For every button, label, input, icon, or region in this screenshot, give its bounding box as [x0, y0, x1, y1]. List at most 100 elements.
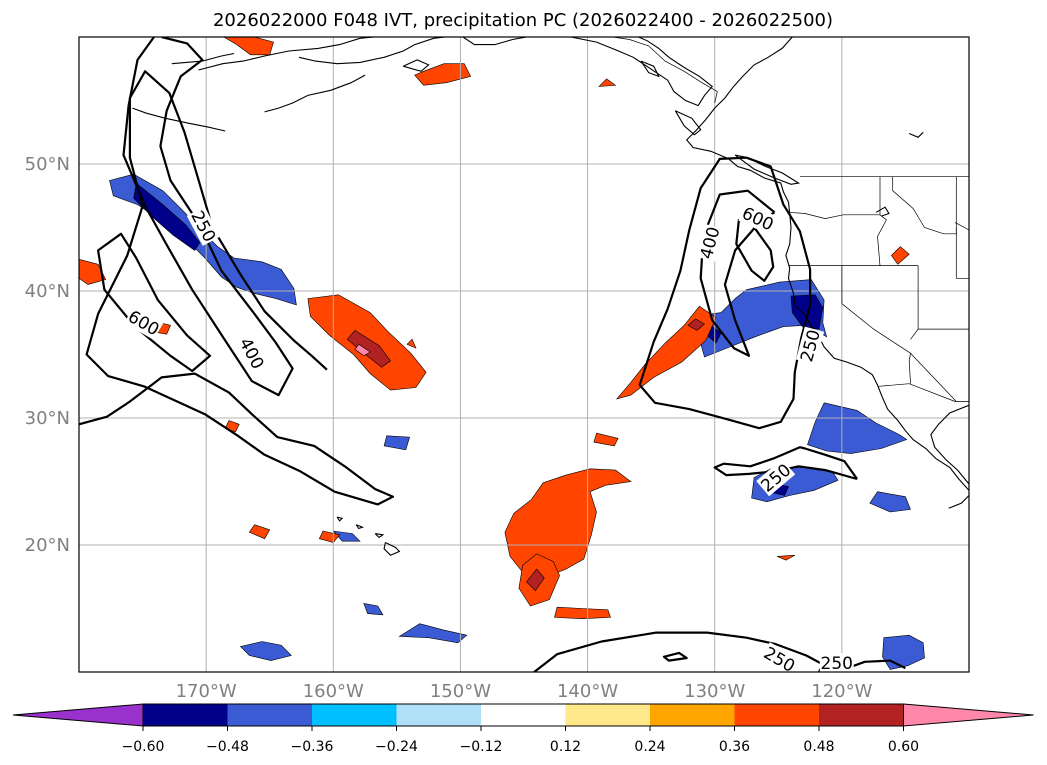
colorbar-bin-6	[565, 704, 650, 726]
coastline-1	[930, 404, 969, 485]
lon-tick-label-0: 170°W	[176, 681, 237, 702]
colorbar-tick-label-3: −0.24	[375, 739, 418, 755]
precip-region-12	[383, 435, 410, 451]
latitude-ticks: 20°N 30°N 40°N 50°N	[25, 154, 70, 556]
border-13	[910, 352, 957, 402]
colorbar-tick-label-5: 0.12	[550, 739, 581, 755]
ivt-contour-250-3	[638, 156, 812, 430]
contour-label-8: 250	[821, 654, 853, 674]
coastline-9	[298, 37, 446, 65]
lat-tick-label-3: 50°N	[25, 154, 70, 175]
precip-region-16	[346, 330, 391, 368]
coastline-6	[336, 516, 344, 522]
lon-tick-label-4: 130°W	[684, 681, 745, 702]
ivt-contour-400-4	[699, 189, 776, 357]
coastline-2	[948, 495, 969, 509]
coastline-11	[462, 37, 527, 46]
borders	[574, 37, 969, 402]
colorbar-bin-1	[143, 704, 228, 726]
contour-label-bg-2	[124, 305, 164, 340]
gridlines	[79, 37, 969, 672]
coastline-3	[383, 542, 401, 556]
colorbar-tick-label-8: 0.48	[803, 739, 834, 755]
coastline-17	[908, 131, 924, 138]
colorbar-extend-low	[12, 703, 144, 727]
border-10	[955, 227, 969, 279]
coastline-13	[640, 60, 660, 78]
ivt-contour-250-8	[662, 651, 688, 662]
precip-region-23	[554, 606, 611, 620]
precip-region-25	[223, 37, 274, 56]
precip-region-8	[869, 491, 911, 513]
precip-region-31	[593, 432, 619, 447]
border-7	[877, 176, 887, 266]
coastline-0	[685, 37, 969, 491]
coastline-7	[198, 37, 375, 71]
colorbar: −0.60 −0.48 −0.36 −0.24 −0.12 0.12 0.24 0.36 0.4…	[12, 703, 1034, 755]
colorbar-tick-label-6: 0.24	[634, 739, 665, 755]
border-11	[954, 222, 969, 231]
precip-region-34	[776, 554, 795, 561]
colorbar-extend-high	[903, 703, 1034, 727]
coastlines	[132, 37, 969, 556]
contour-label-bg-3	[695, 223, 724, 262]
colorbar-bin-9	[819, 704, 904, 726]
coastline-12	[570, 37, 713, 107]
contour-label-bg-7	[759, 642, 800, 672]
colorbar-tick-label-1: −0.48	[206, 739, 249, 755]
precip-region-22	[526, 568, 545, 592]
contour-label-bg-1	[235, 333, 269, 373]
coastline-8	[171, 52, 235, 65]
lat-tick-label-1: 30°N	[25, 408, 70, 429]
chart-title: 2026022000 F048 IVT, precipitation PC (2…	[213, 10, 833, 31]
ivt-contour-250-7	[533, 631, 824, 672]
precip-region-5	[807, 402, 908, 454]
colorbar-bin-5	[481, 704, 566, 726]
coastline-14	[674, 110, 702, 136]
lon-tick-label-2: 150°W	[430, 681, 491, 702]
colorbar-tick-label-9: 0.60	[888, 739, 919, 755]
precip-region-24	[414, 63, 472, 86]
precip-region-35	[406, 338, 417, 349]
precip-region-11	[239, 641, 292, 661]
precip-region-17	[354, 343, 371, 357]
precip-region-32	[598, 78, 617, 87]
ivt-contour-400-2	[122, 37, 294, 397]
precip-region-33	[891, 246, 910, 265]
contour-label-bg-6	[756, 459, 796, 497]
border-5	[841, 265, 911, 384]
lat-tick-label-2: 40°N	[25, 281, 70, 302]
colorbar-bin-2	[227, 704, 312, 726]
precip-region-3	[790, 294, 824, 330]
border-2	[612, 37, 718, 104]
coastline-5	[355, 524, 365, 530]
precip-region-1	[133, 182, 201, 251]
contour-label-bg-5	[796, 326, 825, 365]
colorbar-frame	[142, 703, 904, 727]
colorbar-tick-label-2: −0.36	[291, 739, 334, 755]
contour-label-bg-0	[186, 206, 221, 246]
coastline-10	[402, 59, 430, 72]
lat-tick-label-0: 20°N	[25, 535, 70, 556]
colorbar-bin-8	[734, 704, 819, 726]
contour-label-bg-8	[819, 653, 854, 672]
lon-tick-label-3: 140°W	[557, 681, 618, 702]
border-3	[788, 211, 880, 219]
coastline-18	[132, 107, 226, 132]
ivt-contour-250-6	[713, 446, 858, 481]
colorbar-tick-label-4: −0.12	[460, 739, 503, 755]
colorbar-bin-7	[650, 704, 735, 726]
longitude-ticks: 170°W 160°W 150°W 140°W 130°W 120°W	[176, 681, 873, 702]
colorbar-bin-3	[312, 704, 397, 726]
ivt-contour-600-1	[96, 232, 212, 373]
precip-region-10	[398, 623, 468, 644]
map-frame	[78, 36, 970, 673]
lon-tick-label-5: 120°W	[811, 681, 872, 702]
contour-label-bg-4	[738, 202, 778, 235]
border-6	[878, 383, 969, 402]
colorbar-bin-4	[396, 704, 481, 726]
coastline-19	[264, 74, 366, 113]
lon-tick-label-1: 160°W	[303, 681, 364, 702]
